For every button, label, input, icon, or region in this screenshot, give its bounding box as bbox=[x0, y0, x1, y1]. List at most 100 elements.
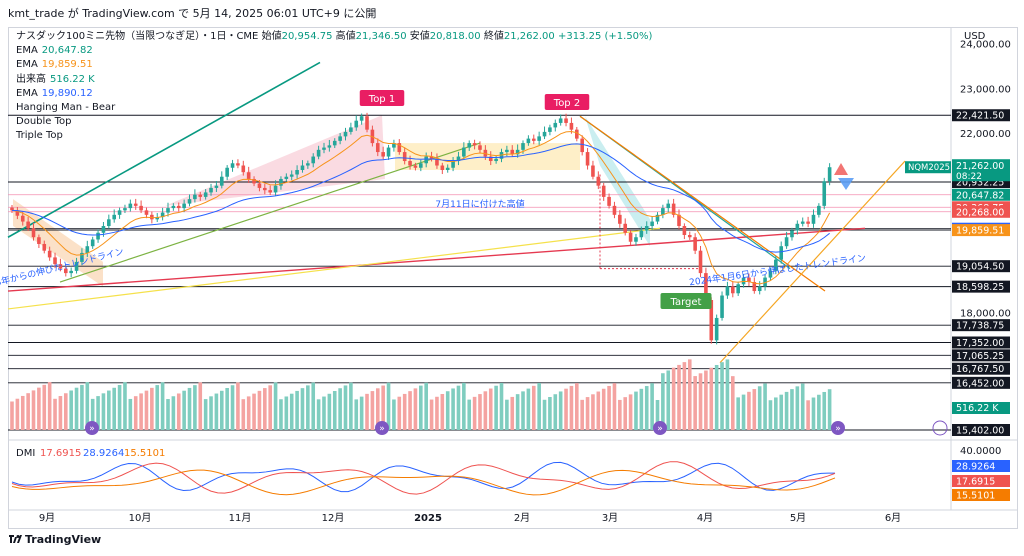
volume-bar bbox=[720, 362, 724, 430]
currency-label[interactable]: USD bbox=[964, 31, 986, 42]
decline-channel-zone bbox=[585, 116, 650, 247]
candle-body bbox=[392, 143, 396, 148]
dmi-plus-line bbox=[11, 461, 836, 493]
volume-bar bbox=[359, 396, 364, 430]
volume-bar bbox=[15, 398, 20, 430]
legend-ema-2[interactable]: EMA 19,859.51 bbox=[16, 59, 93, 71]
volume-bar bbox=[542, 399, 547, 430]
dmi-plus-value: 28.9264 bbox=[83, 448, 124, 459]
candle-body bbox=[558, 118, 563, 123]
price-level-badge-bg bbox=[952, 188, 1010, 201]
candle-body bbox=[230, 163, 235, 168]
volume-bar bbox=[682, 362, 687, 430]
event-marker-icon bbox=[85, 421, 99, 435]
volume-bar bbox=[241, 399, 246, 430]
volume-bar bbox=[811, 397, 816, 430]
volume-bar bbox=[553, 394, 558, 430]
volume-bar bbox=[117, 385, 122, 430]
legend-pattern-double-top[interactable]: Double Top bbox=[16, 116, 72, 128]
candle-body bbox=[53, 257, 57, 265]
candle-body bbox=[375, 143, 380, 153]
candle-body bbox=[752, 282, 757, 292]
volume-bar bbox=[69, 390, 73, 430]
candle-body bbox=[768, 270, 773, 278]
adx-line bbox=[11, 469, 836, 496]
volume-bar bbox=[451, 388, 455, 430]
volume-bar bbox=[634, 391, 638, 430]
candle-body bbox=[623, 223, 628, 233]
sell-signal-arrow-icon bbox=[834, 163, 848, 175]
volume-bar bbox=[591, 394, 595, 430]
legend-ema-1[interactable]: EMA 20,647.82 bbox=[16, 45, 93, 57]
volume-bar bbox=[424, 382, 428, 430]
price-level-badge: 17,738.75 bbox=[956, 321, 1004, 332]
volume-bar bbox=[316, 399, 321, 430]
volume-bar bbox=[289, 393, 294, 430]
volume-bar bbox=[354, 399, 359, 430]
price-level-badge: 18,598.25 bbox=[956, 282, 1004, 293]
candle-body bbox=[273, 185, 278, 193]
legend-ohlc-row: ナスダック100ミニ先物（当限つなぎ足）・1日・CME 始値20,954.75 … bbox=[16, 30, 652, 44]
candle-body bbox=[322, 147, 326, 150]
volume-bar bbox=[494, 385, 498, 430]
time-axis-label: 2025 bbox=[414, 513, 442, 524]
candle-body bbox=[575, 129, 579, 139]
legend-volume[interactable]: 出来高 516.22 K bbox=[16, 73, 95, 85]
price-level-badge: 20,647.82 bbox=[956, 190, 1004, 201]
volume-bar bbox=[488, 388, 493, 430]
legend-pattern-hanging-man[interactable]: Hanging Man - Bear bbox=[16, 102, 116, 114]
candle-body bbox=[42, 243, 47, 251]
volume-bar bbox=[295, 390, 299, 430]
volume-bar bbox=[612, 383, 617, 430]
volume-bar bbox=[795, 386, 800, 430]
candle-body bbox=[69, 270, 73, 274]
volume-bar bbox=[193, 385, 197, 430]
legend-ema-3[interactable]: EMA 19,890.12 bbox=[16, 87, 93, 99]
candle-body bbox=[548, 127, 552, 132]
volume-bar bbox=[37, 387, 41, 430]
volume-bar bbox=[327, 393, 332, 430]
candle-body bbox=[257, 183, 262, 188]
dmi-axis-tick: 40.0000 bbox=[960, 446, 1001, 457]
price-level-badge: 19,859.51 bbox=[956, 226, 1004, 237]
volume-bar bbox=[139, 393, 143, 430]
volume-bar bbox=[332, 391, 337, 430]
candle-body bbox=[139, 205, 143, 211]
volume-bar bbox=[397, 396, 402, 430]
close-label: 終値 bbox=[483, 31, 504, 42]
price-axis-tick: 22,000.00 bbox=[960, 129, 1011, 140]
candle-body bbox=[612, 205, 617, 215]
volume-bar bbox=[214, 393, 219, 430]
candle-body bbox=[456, 156, 461, 162]
volume-bar bbox=[822, 391, 827, 430]
candle-body bbox=[263, 187, 267, 191]
legend-pattern-triple-top[interactable]: Triple Top bbox=[16, 130, 63, 142]
volume-bar bbox=[90, 398, 95, 430]
volume-bar bbox=[526, 388, 531, 430]
candle-body bbox=[359, 116, 364, 121]
volume-bar bbox=[279, 399, 283, 430]
volume-bar bbox=[311, 382, 316, 430]
volume-bar bbox=[580, 399, 584, 430]
candle-body bbox=[354, 120, 359, 128]
volume-bar bbox=[618, 399, 622, 430]
price-level-badge: 20,932.25 bbox=[956, 178, 1004, 189]
candle-body bbox=[763, 277, 767, 287]
event-marker-glyph: » bbox=[89, 424, 95, 434]
candle-body bbox=[349, 127, 353, 132]
volume-bar bbox=[693, 376, 697, 430]
volume-bar bbox=[10, 401, 14, 430]
price-level-badge: 20,268.00 bbox=[956, 207, 1004, 218]
bar-countdown: 08:22 bbox=[956, 172, 982, 182]
candle-body bbox=[15, 210, 20, 216]
dmi-minus-line bbox=[11, 461, 836, 495]
candle-body bbox=[553, 122, 558, 128]
price-axis-tick: 23,000.00 bbox=[960, 84, 1011, 95]
volume-bar bbox=[687, 359, 692, 430]
candle-body bbox=[736, 284, 740, 294]
volume-bar bbox=[80, 384, 84, 430]
candle-body bbox=[413, 165, 418, 168]
volume-bar bbox=[757, 386, 762, 430]
time-axis-label: 9月 bbox=[39, 512, 55, 524]
